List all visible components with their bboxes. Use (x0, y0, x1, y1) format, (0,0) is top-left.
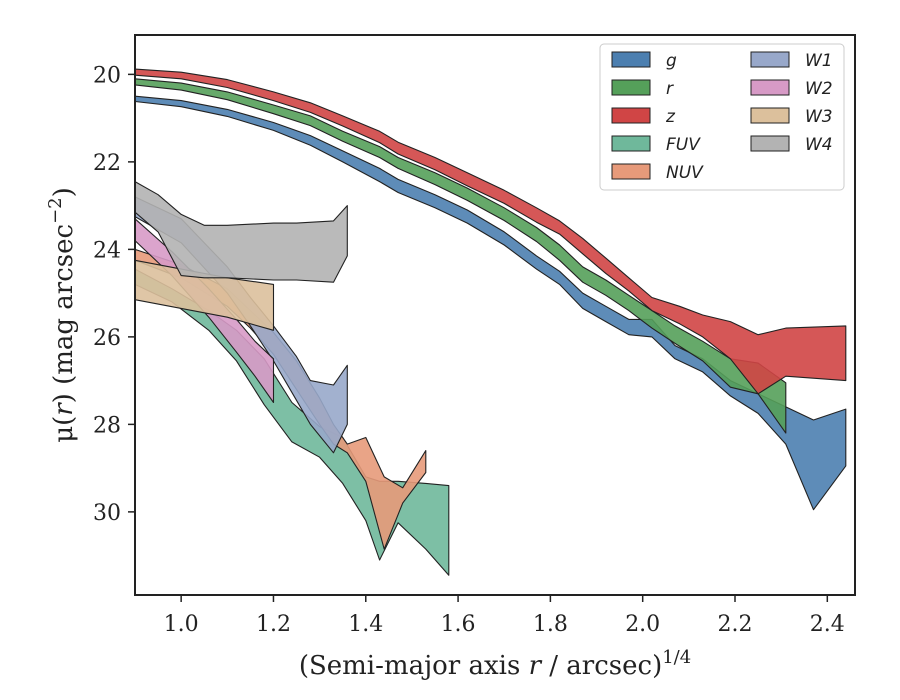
y-tick-label: 30 (93, 501, 121, 526)
x-tick-label: 1.2 (256, 612, 291, 637)
x-tick-label: 1.4 (348, 612, 383, 637)
legend-label-z: z (665, 107, 676, 127)
legend-swatch-w3 (750, 107, 790, 124)
x-axis-label: (Semi-major axis r / arcsec)1/4 (299, 647, 691, 681)
plot-frame (134, 34, 856, 596)
y-tick-label: 20 (93, 63, 121, 88)
axis-ticks: 1.0 1.2 1.4 1.6 1.8 2.0 2.2 2.4 20 22 24 26 28 30 (93, 63, 845, 637)
legend-label-w2: W2 (805, 79, 833, 99)
legend-label-w3: W3 (805, 107, 833, 127)
x-tick-label: 1.0 (164, 612, 199, 637)
series-bands (134, 68, 847, 576)
y-tick-label: 26 (93, 326, 121, 351)
legend-label-fuv: FUV (666, 135, 701, 155)
x-tick-label: 2.2 (718, 612, 753, 637)
series-band-g (134, 95, 847, 511)
x-tick-label: 2.0 (625, 612, 660, 637)
series-band-r (134, 78, 787, 434)
series-band-z (134, 68, 847, 395)
y-axis-label: μ(r) (mag arcsec−2) (45, 187, 79, 443)
legend-label-r: r (666, 79, 674, 99)
legend-label-nuv: NUV (666, 163, 704, 183)
y-tick-label: 24 (93, 238, 121, 263)
series-band-w4 (134, 181, 348, 283)
series-band-fuv (134, 268, 450, 576)
legend: grz FUV NUV W1 W2 W3 W4 (599, 43, 845, 191)
x-tick-label: 2.4 (810, 612, 845, 637)
y-tick-label: 22 (93, 151, 121, 176)
legend-swatch-w1 (750, 51, 790, 68)
legend-swatch-z (611, 107, 651, 124)
x-tick-label: 1.8 (533, 612, 568, 637)
legend-swatch-fuv (611, 135, 651, 152)
legend-label-w4: W4 (805, 135, 833, 155)
x-tick-label: 1.6 (441, 612, 476, 637)
legend-swatch-r (611, 79, 651, 96)
legend-swatch-g (611, 51, 651, 68)
y-tick-label: 28 (93, 413, 121, 438)
legend-label-w1: W1 (805, 51, 833, 71)
legend-label-g: g (666, 51, 677, 71)
legend-swatch-nuv (611, 163, 651, 180)
legend-swatch-w4 (750, 135, 790, 152)
legend-swatch-w2 (750, 79, 790, 96)
